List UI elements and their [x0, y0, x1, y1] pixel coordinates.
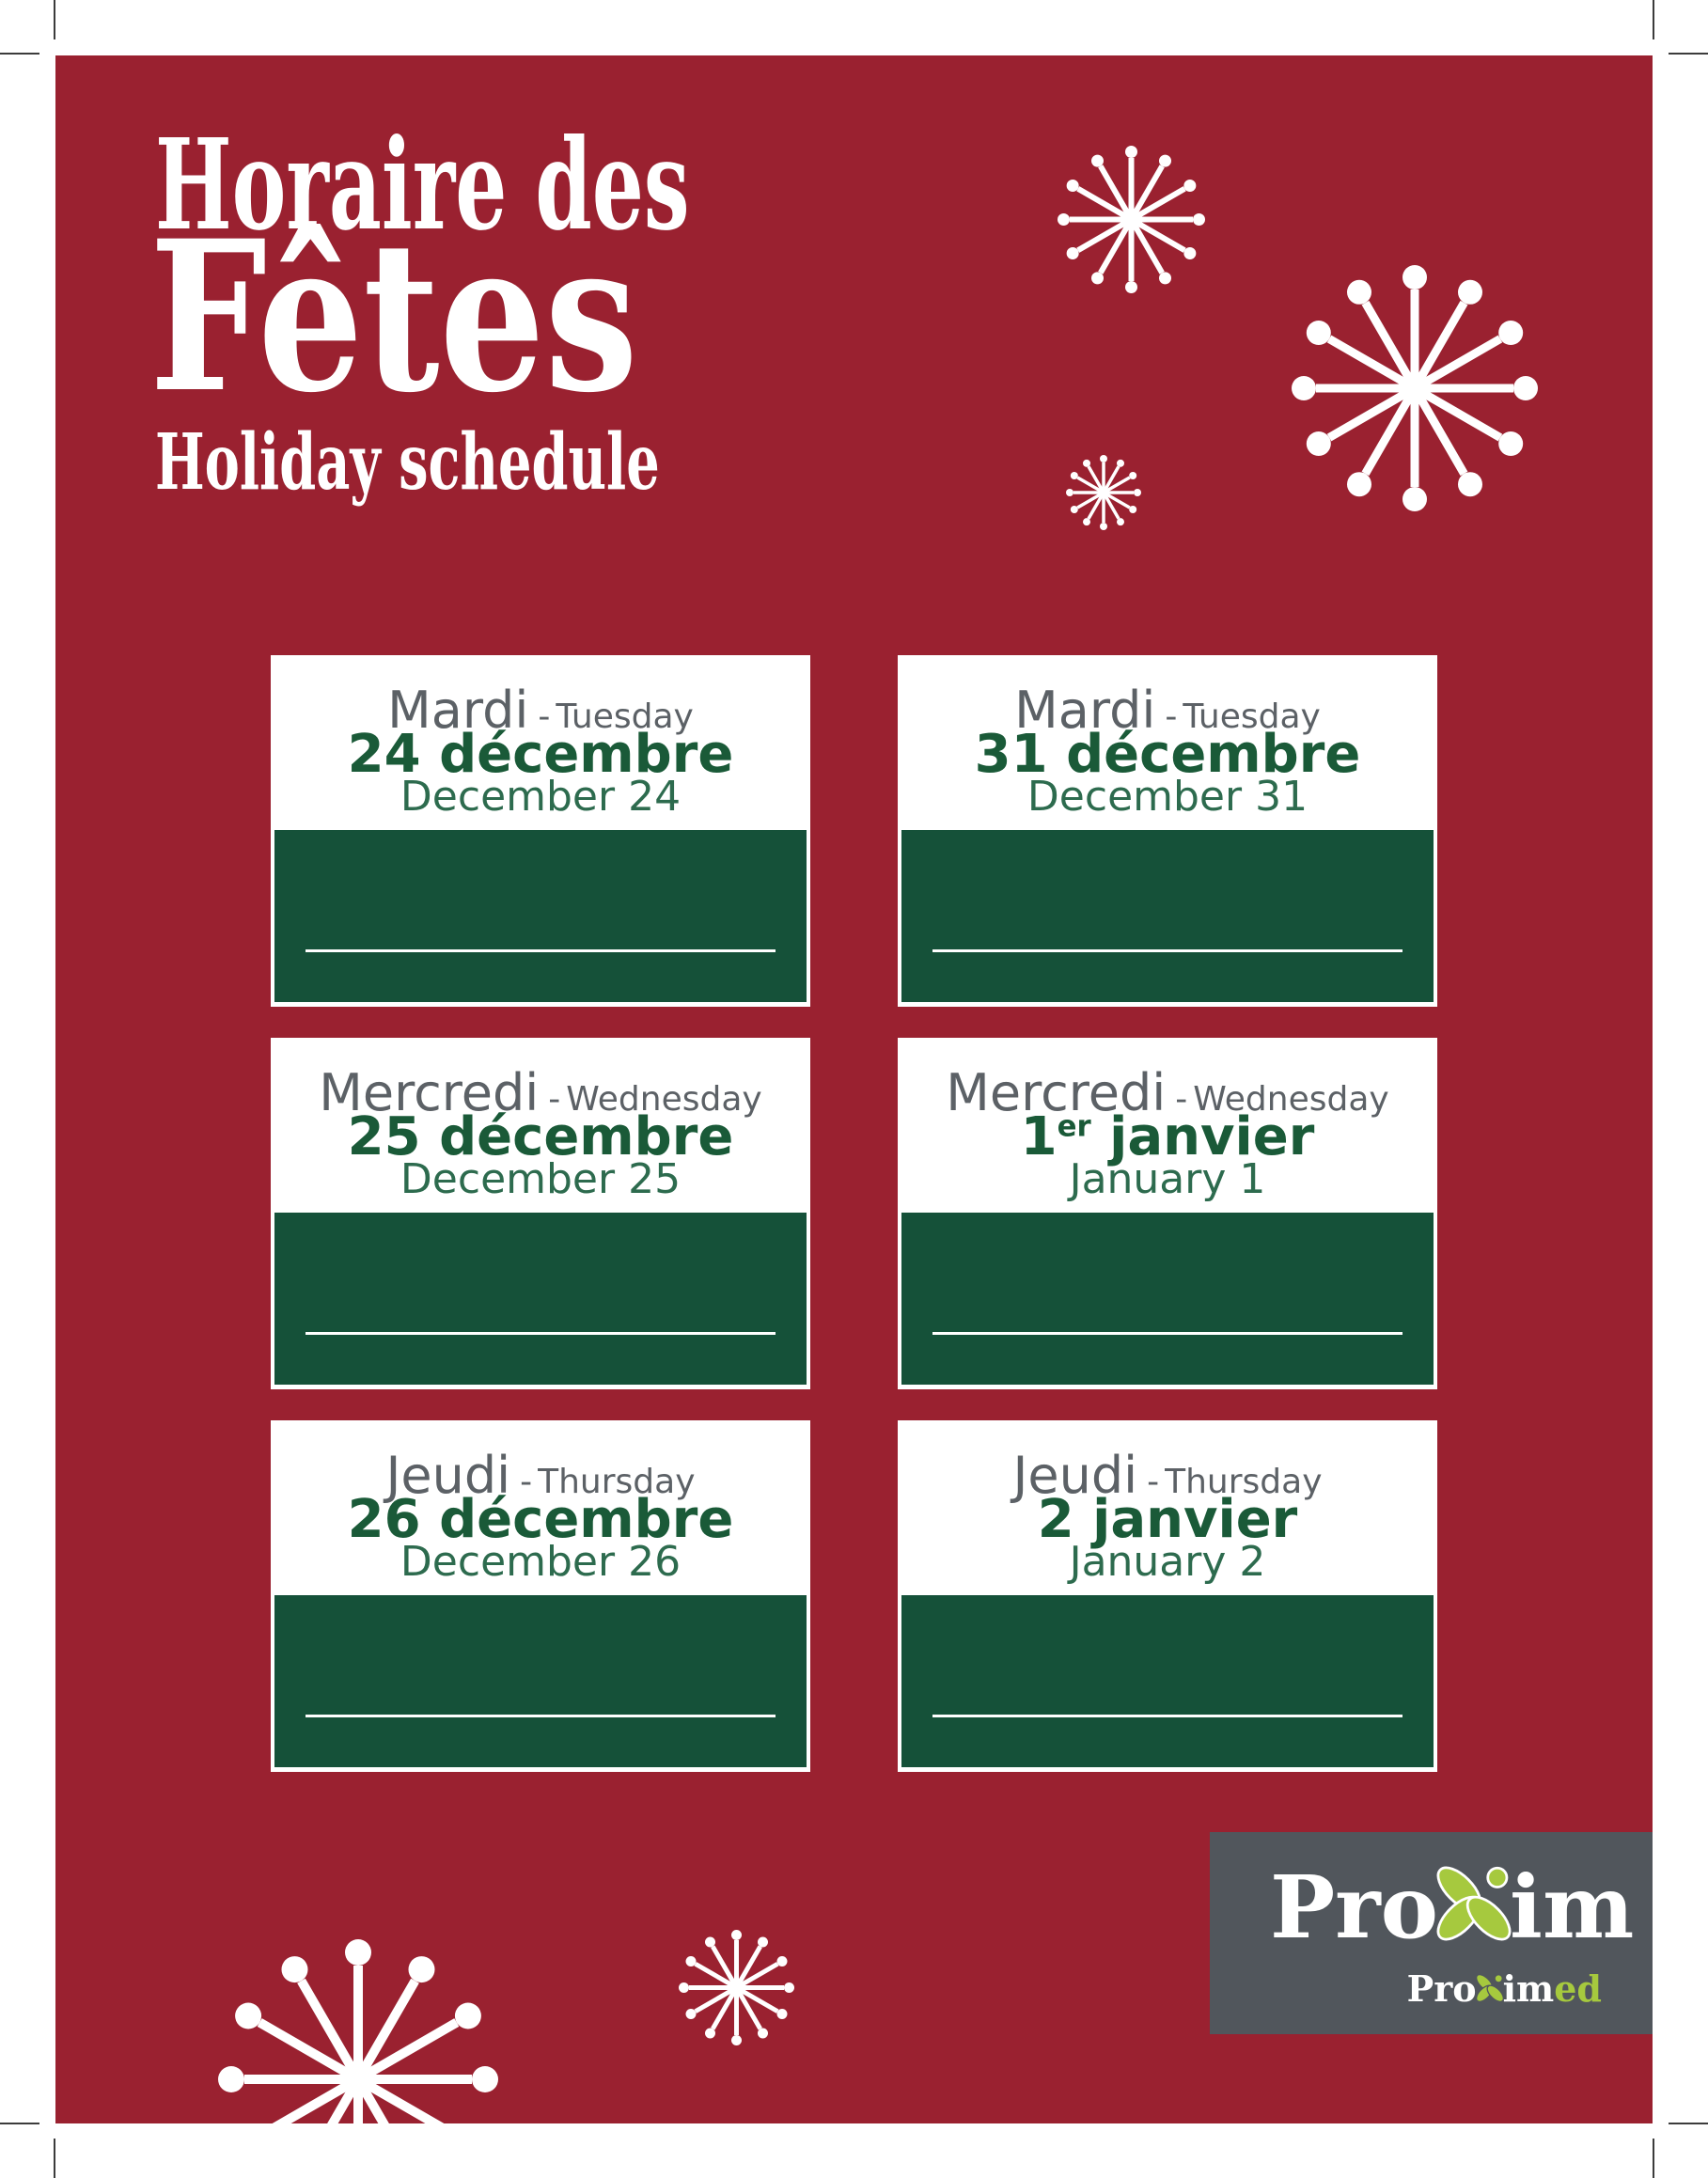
card-day-french: Jeudi: [385, 1446, 511, 1505]
snowflake-icon: [1292, 265, 1538, 511]
proximed-text-pre: Pro: [1406, 1967, 1477, 2010]
card-day-english: Thursday: [1165, 1463, 1323, 1501]
schedule-card: Mercredi - Wednesday 1er janvier January 1: [898, 1038, 1437, 1389]
snowflake-icon: [1057, 145, 1205, 293]
card-date-french: 2 janvier: [1037, 1489, 1298, 1550]
card-date-english: December 25: [400, 1155, 682, 1203]
card-day-english: Thursday: [538, 1463, 696, 1501]
card-day-french: Mercredi: [319, 1063, 540, 1122]
card-day-line: Mercredi - Wednesday: [898, 1062, 1437, 1131]
card-day-separator: -: [1147, 1463, 1160, 1501]
schedule-card: Jeudi - Thursday 2 janvier January 2: [898, 1420, 1437, 1772]
card-day-french: Mercredi: [946, 1063, 1167, 1122]
card-write-in-line: [306, 1715, 776, 1717]
card-day-french: Jeudi: [1012, 1446, 1138, 1505]
card-day-separator: -: [548, 1080, 561, 1119]
card-day-french: Mardi: [1014, 681, 1156, 740]
crop-mark-bottom-right-vertical: [1653, 2139, 1654, 2178]
card-day-english: Wednesday: [1193, 1080, 1389, 1119]
card-date-french: 25 décembre: [347, 1106, 734, 1167]
card-day-separator: -: [1165, 697, 1178, 736]
schedule-card: Mardi - Tuesday 24 décembre December 24: [271, 655, 810, 1007]
snowflake-icon: [678, 1929, 794, 2045]
crop-mark-bottom-right-horizontal: [1669, 2123, 1708, 2124]
proximed-logo: Pro im ed: [1407, 1971, 1602, 2007]
card-write-in-line: [306, 1332, 776, 1335]
card-date-english: December 24: [400, 773, 682, 821]
card-hours-panel: [901, 1213, 1434, 1385]
card-date-english: January 2: [1069, 1538, 1266, 1586]
schedule-card: Jeudi - Thursday 26 décembre December 26: [271, 1420, 810, 1772]
crop-mark-top-left-vertical: [54, 0, 55, 39]
card-write-in-line: [306, 949, 776, 952]
card-hours-panel: [274, 1213, 807, 1385]
card-day-english: Tuesday: [1183, 697, 1321, 736]
card-date-french: 1er janvier: [1020, 1106, 1315, 1167]
snowflake-icon: [218, 1939, 498, 2123]
proxim-leaf-x-icon: [1436, 1866, 1512, 1941]
card-day-line: Jeudi - Thursday: [271, 1445, 810, 1513]
card-write-in-line: [932, 1332, 1402, 1335]
card-day-english: Tuesday: [556, 697, 694, 736]
poster-title-fr-line2: Fêtes: [149, 195, 638, 438]
card-day-line: Mardi - Tuesday: [898, 680, 1437, 748]
crop-mark-top-left-horizontal: [0, 53, 39, 55]
card-date-english: December 31: [1026, 773, 1308, 821]
card-write-in-line: [932, 1715, 1402, 1717]
card-date-french: 26 décembre: [347, 1489, 734, 1550]
poster-title-fr-line1: Horaire des: [155, 112, 690, 259]
proximed-text-mid: im: [1502, 1967, 1555, 2010]
proxim-logo-box: Pro im Pro im ed: [1210, 1832, 1653, 2034]
card-day-line: Jeudi - Thursday: [898, 1445, 1437, 1513]
card-day-line: Mercredi - Wednesday: [271, 1062, 810, 1131]
card-date-french: 31 décembre: [974, 724, 1361, 785]
snowflake-icon: [1066, 455, 1141, 530]
card-date-french: 24 décembre: [347, 724, 734, 785]
card-day-separator: -: [538, 697, 551, 736]
card-day-french: Mardi: [387, 681, 529, 740]
crop-mark-top-right-horizontal: [1669, 53, 1708, 55]
card-hours-panel: [274, 830, 807, 1002]
card-day-separator: -: [520, 1463, 533, 1501]
card-hours-panel: [901, 1595, 1434, 1767]
card-date-english: January 1: [1069, 1155, 1266, 1203]
poster-subtitle-en: Holiday schedule: [155, 417, 660, 508]
card-hours-panel: [274, 1595, 807, 1767]
proximed-leaf-x-icon: [1475, 1973, 1504, 2002]
schedule-card: Mercredi - Wednesday 25 décembre December …: [271, 1038, 810, 1389]
card-write-in-line: [932, 949, 1402, 952]
card-date-english: December 26: [400, 1538, 682, 1586]
card-hours-panel: [901, 830, 1434, 1002]
card-day-separator: -: [1175, 1080, 1188, 1119]
crop-mark-bottom-left-horizontal: [0, 2123, 39, 2124]
proxim-logo-text-post: im: [1510, 1857, 1635, 1958]
schedule-card: Mardi - Tuesday 31 décembre December 31: [898, 655, 1437, 1007]
card-day-english: Wednesday: [566, 1080, 762, 1119]
poster-background: Horaire des Fêtes Holiday schedule Mardi…: [55, 55, 1653, 2123]
proxim-logo: Pro im: [1270, 1860, 1634, 1954]
proximed-text-suffix: ed: [1554, 1967, 1602, 2010]
crop-mark-top-right-vertical: [1653, 0, 1654, 39]
proxim-logo-text-pre: Pro: [1270, 1857, 1439, 1958]
crop-mark-bottom-left-vertical: [54, 2139, 55, 2178]
card-day-line: Mardi - Tuesday: [271, 680, 810, 748]
